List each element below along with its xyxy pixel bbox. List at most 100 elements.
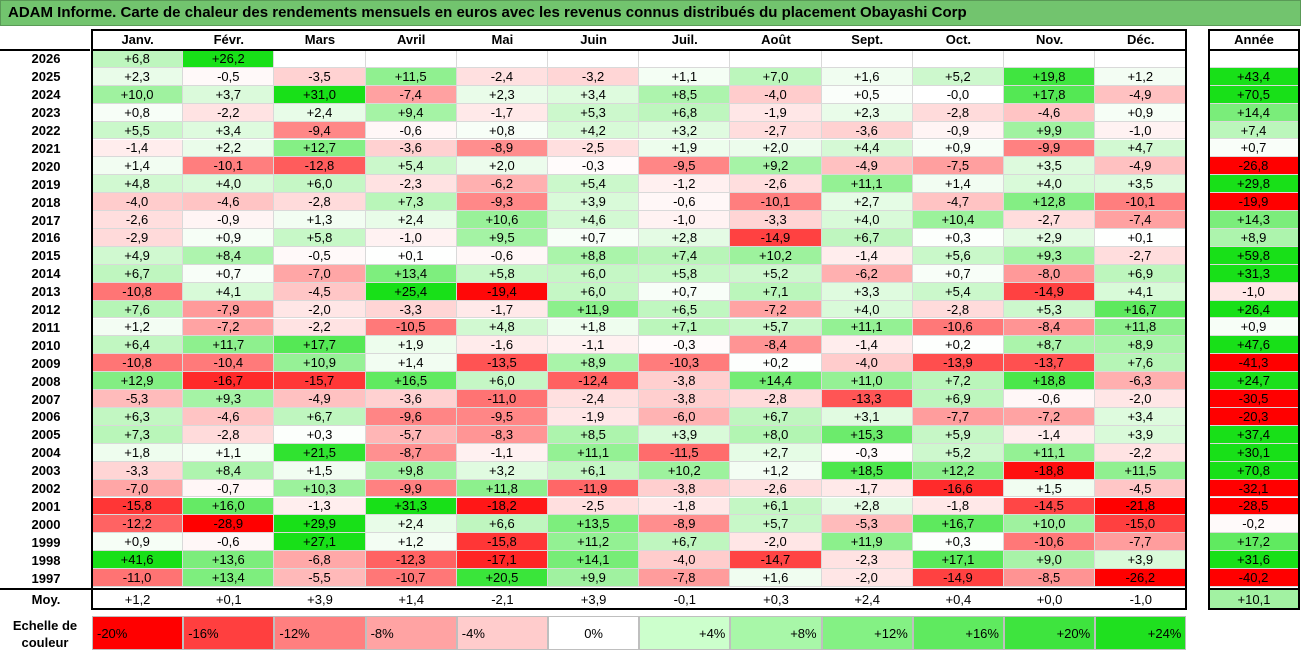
heatmap-cell: -7,2 — [730, 300, 822, 319]
heatmap-cell: -7,4 — [1095, 211, 1187, 229]
heatmap-cell: +18,5 — [821, 461, 913, 480]
heatmap-cell: +0,7 — [912, 264, 1004, 283]
row-label-year: 2023 — [31, 105, 61, 121]
heatmap-cell: +3,9 — [1095, 551, 1187, 570]
row-label-year: 2005 — [31, 427, 61, 443]
annual-return-cell: +0,7 — [1209, 139, 1299, 158]
heatmap-cell: -8,4 — [730, 336, 822, 355]
row-label-year: 2013 — [31, 284, 61, 300]
heatmap-cell: -5,5 — [274, 569, 366, 587]
heatmap-cell: -19,4 — [456, 282, 548, 301]
heatmap-cell: -7,5 — [912, 157, 1004, 176]
heatmap-cell: +11,7 — [183, 336, 275, 355]
heatmap-cell: -1,1 — [548, 336, 640, 355]
heatmap-cell: +1,1 — [639, 67, 731, 86]
heatmap-cell — [365, 50, 457, 68]
heatmap-cell: +20,5 — [456, 569, 548, 587]
heatmap-cell: -1,4 — [821, 246, 913, 265]
heatmap-cell: -6,0 — [639, 408, 731, 426]
row-label-year: 2017 — [31, 212, 61, 228]
heatmap-cell: +6,5 — [639, 300, 731, 319]
heatmap-cell: +2,7 — [821, 193, 913, 212]
annual-return-cell: -30,5 — [1209, 390, 1299, 408]
heatmap-cell: +5,7 — [730, 515, 822, 534]
heatmap-cell: +1,9 — [365, 336, 457, 355]
heatmap-cell: +7,1 — [639, 318, 731, 337]
heatmap-cell: +10,4 — [912, 211, 1004, 229]
heatmap-cell: +2,7 — [730, 443, 822, 462]
heatmap-cell: -0,0 — [912, 85, 1004, 104]
heatmap-cell: +14,1 — [548, 551, 640, 570]
heatmap-cell: +3,7 — [183, 85, 275, 104]
heatmap-cell: -2,4 — [548, 390, 640, 408]
legend-swatch: +20% — [1004, 616, 1096, 650]
heatmap-cell: +29,9 — [274, 515, 366, 534]
heatmap-cell: -2,3 — [821, 551, 913, 570]
heatmap-cell: -3,8 — [639, 390, 731, 408]
legend-swatch: -4% — [456, 616, 548, 650]
heatmap-cell: -4,9 — [274, 390, 366, 408]
legend-label-line2: couleur — [21, 635, 69, 650]
row-label-year: 2015 — [31, 248, 61, 264]
header-separator — [91, 49, 1188, 51]
annual-return-cell: -1,0 — [1209, 282, 1299, 301]
row-label-year: 2011 — [31, 319, 61, 335]
heatmap-cell: -3,6 — [821, 121, 913, 140]
column-header: Avril — [396, 32, 426, 47]
heatmap-cell: -2,2 — [183, 103, 275, 122]
heatmap-cell: -2,0 — [1095, 390, 1187, 408]
heatmap-cell: +1,6 — [821, 67, 913, 86]
heatmap-cell: +5,2 — [912, 67, 1004, 86]
heatmap-cell: +9,3 — [1004, 246, 1096, 265]
heatmap-cell: -11,0 — [456, 390, 548, 408]
heatmap-cell: -3,6 — [365, 390, 457, 408]
heatmap-cell: +3,9 — [548, 193, 640, 212]
heatmap-cell: +11,9 — [821, 533, 913, 552]
heatmap-cell: +10,0 — [1004, 515, 1096, 534]
heatmap-cell: +8,4 — [183, 461, 275, 480]
heatmap-cell: -10,6 — [1004, 533, 1096, 552]
label-separator — [0, 49, 90, 51]
row-label-year: 2021 — [31, 140, 61, 156]
heatmap-cell: +7,2 — [912, 372, 1004, 391]
annual-return-cell: +31,6 — [1209, 551, 1299, 570]
heatmap-cell: +2,3 — [456, 85, 548, 104]
heatmap-cell: +6,0 — [548, 282, 640, 301]
heatmap-cell: +2,0 — [456, 157, 548, 176]
heatmap-cell: -3,3 — [730, 211, 822, 229]
heatmap-cell: +8,8 — [548, 246, 640, 265]
heatmap-cell: -12,4 — [548, 372, 640, 391]
heatmap-cell: -1,7 — [456, 300, 548, 319]
heatmap-cell: +12,2 — [912, 461, 1004, 480]
heatmap-cell: -9,6 — [365, 408, 457, 426]
heatmap-cell: -4,5 — [1095, 479, 1187, 498]
heatmap-cell: +8,0 — [730, 425, 822, 444]
heatmap-cell: -12,8 — [274, 157, 366, 176]
average-cell: -0,1 — [673, 592, 696, 607]
heatmap-cell: -11,0 — [92, 569, 184, 587]
heatmap-cell: +5,3 — [1004, 300, 1096, 319]
heatmap-cell: -2,8 — [274, 193, 366, 212]
legend-swatch: +8% — [730, 616, 822, 650]
heatmap-cell: -7,4 — [365, 85, 457, 104]
column-header: Août — [761, 32, 791, 47]
heatmap-cell: -11,9 — [548, 479, 640, 498]
heatmap-cell: +6,9 — [1095, 264, 1187, 283]
average-cell: +3,9 — [580, 592, 607, 607]
heatmap-cell: -28,9 — [183, 515, 275, 534]
heatmap-cell: -3,8 — [639, 479, 731, 498]
heatmap-cell: +3,4 — [548, 85, 640, 104]
heatmap-cell: -8,3 — [456, 425, 548, 444]
heatmap-cell: -4,0 — [92, 193, 184, 212]
heatmap-cell: +11,0 — [821, 372, 913, 391]
heatmap-cell: -4,6 — [183, 408, 275, 426]
heatmap-cell: -15,8 — [456, 533, 548, 552]
heatmap-cell: +6,1 — [548, 461, 640, 480]
heatmap-cell: -9,5 — [639, 157, 731, 176]
heatmap-cell: +0,9 — [1095, 103, 1187, 122]
heatmap-cell: +1,8 — [548, 318, 640, 337]
heatmap-cell: -0,6 — [1004, 390, 1096, 408]
heatmap-cell: +10,2 — [730, 246, 822, 265]
heatmap-cell: -7,7 — [912, 408, 1004, 426]
row-label-year: 2019 — [31, 176, 61, 192]
